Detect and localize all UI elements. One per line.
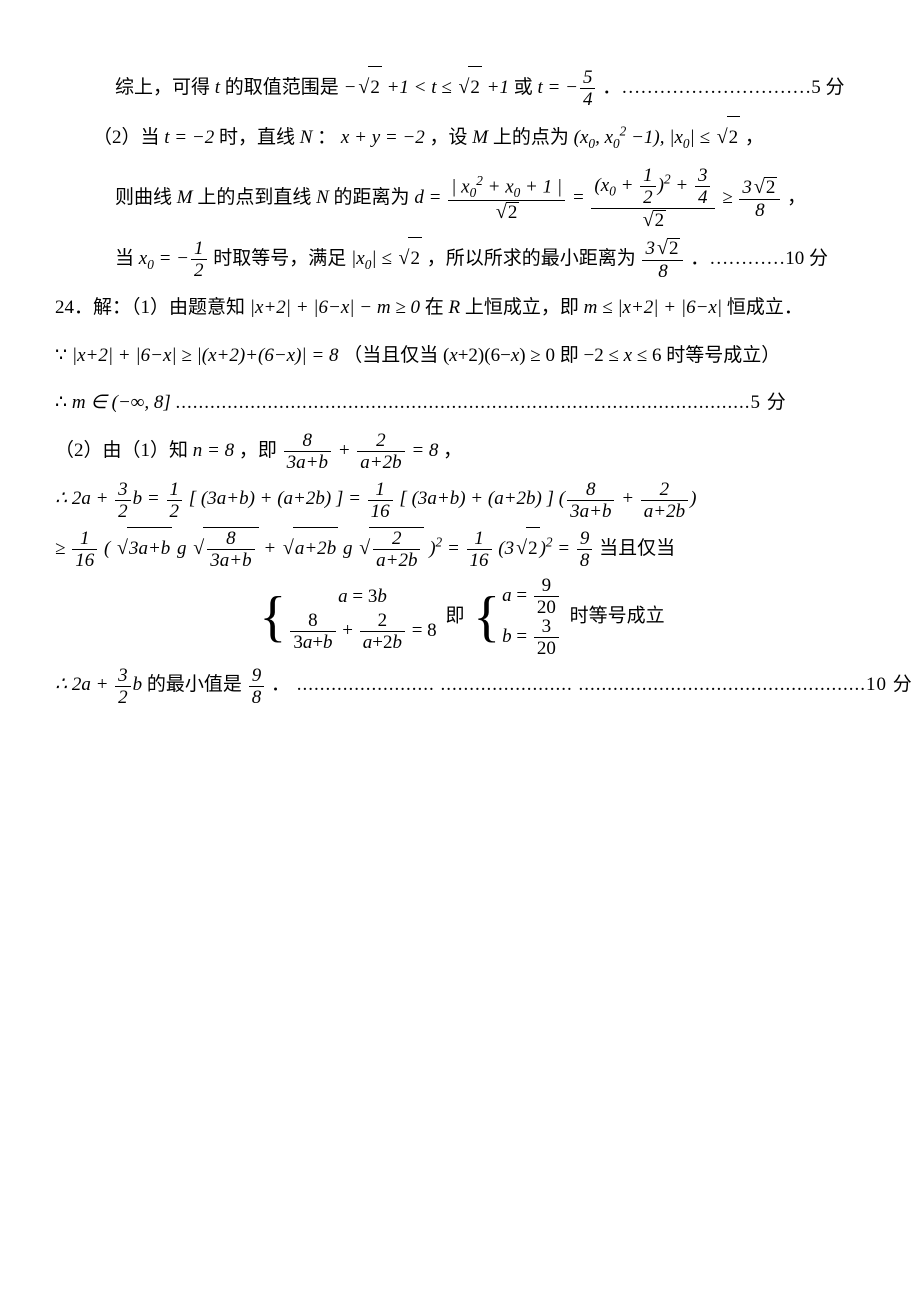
p24-part2-header: （2）由（1）知 n = 8 ，即 83a+b + 2a+2b = 8 ，	[55, 430, 865, 472]
because: ∵	[55, 345, 67, 366]
txt: 或	[514, 77, 533, 98]
txt: 则曲线	[115, 187, 172, 208]
txt: 上恒成立，即	[465, 297, 579, 318]
score-5: ．…………………………5 分	[602, 77, 844, 98]
right-system: { a = 920 b = 320	[473, 576, 561, 658]
txt: 综上，可得	[115, 77, 210, 98]
txt: 时取等号，满足	[213, 248, 346, 269]
comma3: ，	[443, 440, 462, 461]
t-eq-2: t = −2	[164, 127, 214, 148]
sys-tail: 时等号成立	[570, 606, 665, 627]
chain2-l1: ∴ 2a + 32b = 12 [ (3a+b) + (a+2b) ] = 11…	[55, 488, 696, 509]
txt: 恒成立．	[727, 297, 803, 318]
var-t: t	[215, 77, 220, 98]
txt: （2）由（1）知	[55, 440, 188, 461]
R: R	[449, 297, 461, 318]
n8: n = 8	[193, 440, 234, 461]
ie: 即	[445, 606, 464, 627]
p24-final: ∴ 2a + 32b 的最小值是 98 ． ..................…	[55, 664, 865, 706]
equality-line: 当 x0 = −12 时取等号，满足 |x0| ≤ 2 ，所以所求的最小距离为 …	[55, 237, 865, 281]
summary-line: 综上，可得 t 的取值范围是 −2 +1 < t ≤ 2 +1 或 t = −5…	[55, 66, 865, 110]
line-eq: x + y = −2	[341, 127, 425, 148]
p24-system: { a = 3b 83a+b + 2a+2b = 8 即 { a = 920 b…	[55, 576, 865, 658]
txt: 上的点为	[493, 127, 569, 148]
txt: 时，直线	[219, 127, 295, 148]
t-eq: t = −54	[538, 77, 603, 98]
sys-r1: a = 920	[502, 576, 561, 617]
sys-l1: a = 3b	[288, 583, 436, 612]
sys-l2: 83a+b + 2a+2b = 8	[288, 611, 436, 652]
p24-chain-l1: ∴ 2a + 32b = 12 [ (3a+b) + (a+2b) ] = 11…	[55, 478, 865, 520]
label: 24．解：（1）由题意知	[55, 297, 245, 318]
dots-10: ． ........................ .............…	[271, 674, 913, 695]
p24-because: ∵ |x+2| + |6−x| ≥ |(x+2)+(6−x)| = 8 （当且仅…	[55, 335, 865, 377]
distance-line: 则曲线 M 上的点到直线 N 的距离为 d = | x02 + x0 + 1 |…	[55, 166, 865, 231]
iff: 当且仅当	[599, 538, 675, 559]
there: ∴	[55, 392, 67, 413]
ineq1: |x+2| + |6−x| − m ≥ 0	[250, 297, 425, 318]
comma2: ，	[787, 187, 806, 208]
m-set: m ∈ (−∞, 8]	[72, 392, 176, 413]
p24-line1: 24．解：（1）由题意知 |x+2| + |6−x| − m ≥ 0 在 R 上…	[55, 287, 865, 329]
page: 综上，可得 t 的取值范围是 −2 +1 < t ≤ 2 +1 或 t = −5…	[0, 0, 920, 1300]
M: M	[472, 127, 488, 148]
p24-chain-l2: ≥ 116 ( 3a+b g 83a+b + a+2b g 2a+2b )2 =…	[55, 527, 865, 571]
comma: ，	[745, 127, 764, 148]
left-system: { a = 3b 83a+b + 2a+2b = 8	[259, 583, 436, 653]
final-expr: ∴ 2a + 32b	[55, 674, 147, 695]
p24-therefore-m: ∴ m ∈ (−∞, 8] ..........................…	[55, 382, 865, 424]
txt: ，即	[239, 440, 277, 461]
d-eq: d = | x02 + x0 + 1 | 2 = (x0 + 12)2 + 34…	[414, 187, 787, 208]
min-dist: 328	[640, 248, 690, 269]
part2-setup: （2）当 t = −2 时，直线 N ： x + y = −2 ，设 M 上的点…	[55, 116, 865, 160]
N: N	[300, 127, 313, 148]
x0-val: x0 = −12	[139, 248, 214, 269]
txt: ，设	[430, 127, 468, 148]
txt: 上的点到直线	[197, 187, 311, 208]
txt: ：	[317, 127, 336, 148]
txt: 的取值范围是	[225, 77, 339, 98]
final-val: 98	[247, 674, 271, 695]
M2: M	[177, 187, 193, 208]
txt: （2）当	[93, 127, 160, 148]
dots-5: ........................................…	[175, 392, 786, 413]
paren: （当且仅当 (x+2)(6−x) ≥ 0 即 −2 ≤ x ≤ 6 时等号成立）	[343, 345, 780, 366]
txt: 当	[115, 248, 134, 269]
eq8: 83a+b + 2a+2b = 8	[282, 440, 444, 461]
txt: 的最小值是	[147, 674, 242, 695]
range: −2 +1 < t ≤ 2 +1	[344, 77, 514, 98]
abs-x0: |x0| ≤ 2	[351, 248, 427, 269]
txt: ，所以所求的最小距离为	[427, 248, 636, 269]
txt: 在	[425, 297, 444, 318]
chain2-l2: ≥ 116 ( 3a+b g 83a+b + a+2b g 2a+2b )2 =…	[55, 538, 599, 559]
sys-r2: b = 320	[502, 617, 561, 658]
N2: N	[316, 187, 329, 208]
txt: 的距离为	[334, 187, 410, 208]
score-10: ．…………10 分	[690, 248, 828, 269]
point: (x0, x02 −1), |x0| ≤ 2	[574, 127, 745, 148]
chain: |x+2| + |6−x| ≥ |(x+2)+(6−x)| = 8	[72, 345, 343, 366]
ineq2: m ≤ |x+2| + |6−x|	[584, 297, 727, 318]
